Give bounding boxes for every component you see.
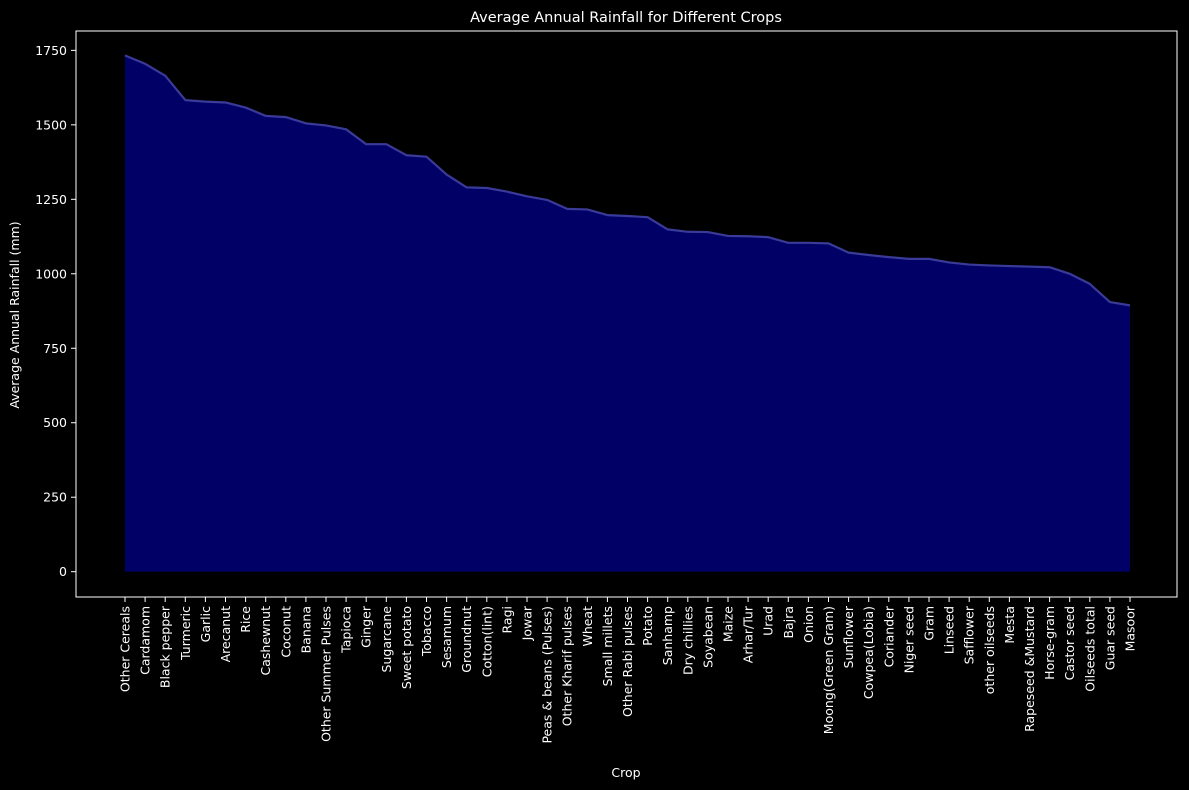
x-tick-label: Linseed: [942, 606, 957, 654]
x-tick-label: Bajra: [781, 606, 796, 639]
x-tick-label: Guar seed: [1102, 606, 1117, 670]
x-tick-label: Oilseeds total: [1082, 606, 1097, 692]
x-tick-label: Cashewnut: [258, 606, 273, 676]
x-tick-label: Masoor: [1123, 605, 1138, 651]
y-tick-label: 1500: [35, 117, 67, 132]
x-tick-label: Cowpea(Lobia): [861, 606, 876, 699]
x-tick-label: Sunflower: [841, 605, 856, 668]
x-tick-label: Tobacco: [419, 606, 434, 657]
x-tick-label: Turmeric: [178, 606, 193, 661]
x-tick-label: Arecanut: [218, 606, 233, 662]
chart-title: Average Annual Rainfall for Different Cr…: [470, 10, 782, 26]
x-tick-label: Sweet potato: [399, 606, 414, 689]
x-tick-label: Garlic: [198, 606, 213, 642]
plot-area: 0 250 500 750 1000 1250 1500 1750 Other Cereals C…: [35, 30, 1178, 744]
x-tick-label: Sanhamp: [660, 606, 675, 665]
x-tick-label: Niger seed: [901, 606, 916, 673]
x-tick-label: Other Kharif pulses: [560, 606, 575, 726]
area-fill: [125, 55, 1130, 572]
x-tick-label: Peas & beans (Pulses): [540, 606, 555, 744]
x-tick-label: Coriander: [881, 605, 896, 667]
x-tick-label: Soyabean: [700, 606, 715, 668]
x-tick-label: Castor seed: [1062, 606, 1077, 680]
y-tick-label: 250: [43, 490, 67, 505]
x-tick-label: other oilseeds: [982, 606, 997, 694]
x-tick-label: Cardamom: [138, 606, 153, 675]
y-tick-label: 750: [43, 341, 67, 356]
y-tick-label: 1750: [35, 43, 67, 58]
x-tick-label: Gram: [922, 606, 937, 641]
x-tick-label: Dry chillies: [680, 606, 695, 675]
x-tick-label: Arhar/Tur: [741, 605, 756, 663]
x-tick-label: Rice: [238, 606, 253, 633]
x-tick-label: Ginger: [359, 605, 374, 648]
x-tick-label: Groundnut: [459, 606, 474, 673]
x-tick-label: Other Rabi pulses: [620, 606, 635, 717]
plot-frame: [75, 30, 1178, 598]
x-tick-label: Sesamum: [439, 606, 454, 668]
y-tick-label: 1000: [35, 266, 67, 281]
x-tick-label: Other Cereals: [118, 606, 133, 692]
x-tick-label: Maize: [721, 606, 736, 642]
x-tick-label: Safflower: [962, 605, 977, 664]
y-axis-label: Average Annual Rainfall (mm): [7, 221, 22, 408]
x-tick-label: Rapeseed &Mustard: [1022, 606, 1037, 732]
y-tick-label: 1250: [35, 192, 67, 207]
x-tick-label: Moong(Green Gram): [821, 606, 836, 734]
x-tick-label: Black pepper: [158, 605, 173, 688]
x-tick-label: Small millets: [600, 606, 615, 686]
x-tick-label: Wheat: [580, 606, 595, 647]
x-tick-label: Jowar: [520, 605, 535, 641]
x-tick-label: Urad: [761, 606, 776, 636]
x-tick-label: Tapioca: [339, 606, 354, 654]
x-tick-label: Coconut: [278, 606, 293, 658]
x-tick-label: Potato: [640, 606, 655, 646]
y-tick-label: 0: [59, 564, 67, 579]
x-tick-label: Cotton(lint): [479, 606, 494, 677]
x-tick-label: Horse-gram: [1042, 606, 1057, 680]
x-tick-label: Ragi: [499, 606, 514, 633]
x-axis-label: Crop: [611, 765, 640, 780]
y-tick-label: 500: [43, 415, 67, 430]
area-line: [124, 54, 1131, 307]
x-tick-label: Other Summer Pulses: [319, 606, 334, 742]
x-tick-label: Banana: [298, 606, 313, 653]
x-tick-label: Onion: [801, 606, 816, 643]
x-tick-label: Mesta: [1002, 606, 1017, 644]
x-tick-label: Sugarcane: [379, 606, 394, 673]
